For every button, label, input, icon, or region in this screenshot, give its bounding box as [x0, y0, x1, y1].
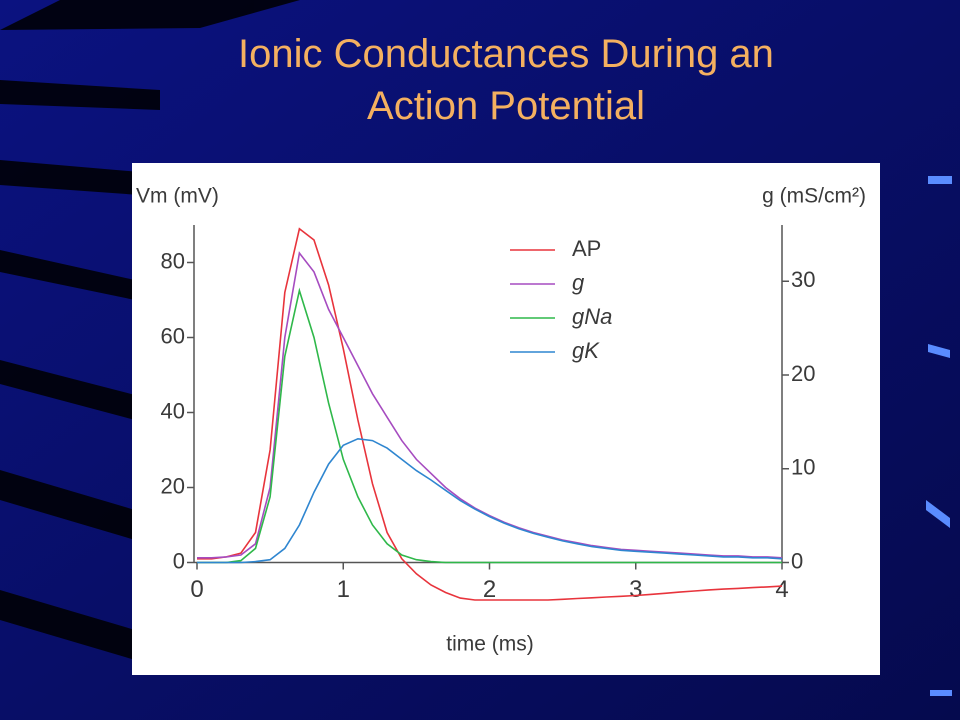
- y-tick-label: 80: [161, 248, 185, 273]
- slide-title: Ionic Conductances During an Action Pote…: [238, 32, 774, 128]
- y2-axis-label: g (mS/cm²): [762, 185, 866, 208]
- y2-tick-label: 30: [791, 267, 815, 292]
- y-tick-label: 40: [161, 398, 185, 423]
- y2-tick-label: 20: [791, 361, 815, 386]
- y2-tick-label: 0: [791, 548, 803, 573]
- x-tick-label: 0: [190, 576, 203, 603]
- x-tick-label: 4: [775, 576, 788, 603]
- legend-label: g: [572, 270, 585, 295]
- x-axis-label: time (ms): [446, 633, 534, 656]
- y-tick-label: 20: [161, 473, 185, 498]
- series-line: [197, 251, 783, 559]
- chart-panel: [132, 163, 880, 675]
- legend-label: gK: [572, 338, 600, 363]
- x-tick-label: 1: [337, 576, 350, 603]
- series-line: [197, 437, 783, 564]
- legend-label: AP: [572, 236, 601, 261]
- y2-tick-label: 10: [791, 455, 815, 480]
- series-line: [197, 287, 782, 564]
- legend-label: gNa: [572, 304, 612, 329]
- y-axis-label: Vm (mV): [136, 185, 219, 208]
- y-tick-label: 60: [161, 323, 185, 348]
- series-line: [197, 227, 783, 601]
- y-tick-label: 0: [173, 548, 185, 573]
- x-tick-label: 2: [483, 576, 496, 603]
- x-tick-label: 3: [629, 576, 642, 603]
